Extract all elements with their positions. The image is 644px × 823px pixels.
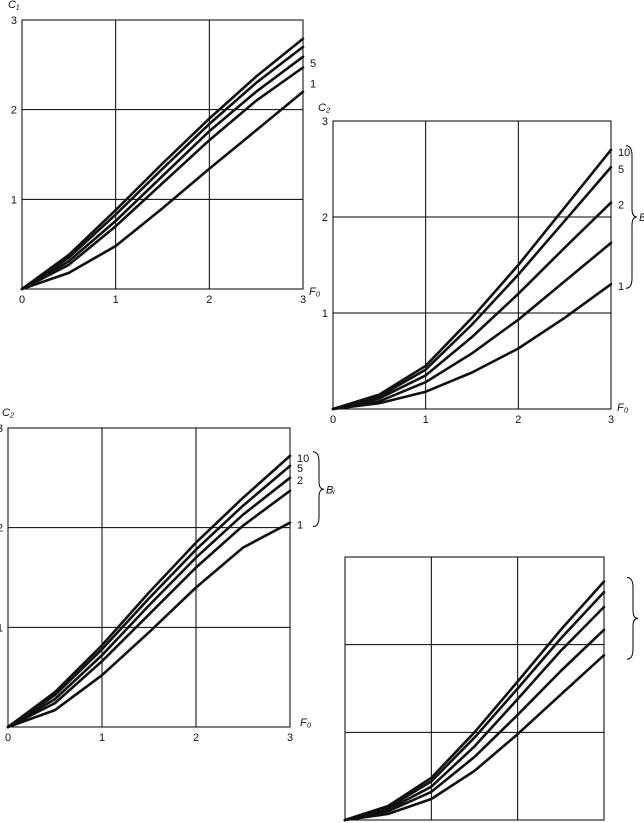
series-line-2 xyxy=(20,45,305,291)
curve-label: 5 xyxy=(310,58,316,70)
curve-label: 10 xyxy=(618,147,630,159)
curve-label: 2 xyxy=(618,200,624,212)
y-tick-label: 3 xyxy=(0,423,3,435)
y-tick-label: 2 xyxy=(322,212,328,224)
chart-panel-top-right: 0 1 2 3 1 2 3 C₂ F₀ 10 5 2 1 Bᵢ xyxy=(318,102,644,426)
plot-frame xyxy=(332,120,612,410)
series-line-1 xyxy=(6,454,292,729)
plot-frame xyxy=(21,19,304,290)
chart-panel-bottom-right xyxy=(343,556,639,822)
x-tick-label: 3 xyxy=(300,294,306,306)
x-tick-label: 1 xyxy=(423,414,429,426)
y-axis-label: C₂ xyxy=(318,102,331,114)
y-axis-label: C₂ xyxy=(2,407,15,419)
series-line-3 xyxy=(6,476,292,729)
x-axis-label: F₀ xyxy=(300,717,312,729)
x-tick-label: 2 xyxy=(206,294,212,306)
x-tick-label: 0 xyxy=(5,732,11,744)
series-line-5 xyxy=(6,521,292,729)
x-tick-label: 1 xyxy=(113,294,119,306)
curve-group-brace xyxy=(312,451,325,528)
series-line-1 xyxy=(331,148,613,411)
plot-frame xyxy=(344,556,605,821)
series-line-5 xyxy=(331,282,613,411)
brace-label: Bᵢ xyxy=(639,212,644,224)
x-tick-label: 3 xyxy=(608,414,614,426)
plot-frame xyxy=(7,427,291,728)
chart-panel-bottom-left: 0123123C₂F₀10521Bᵢ xyxy=(0,407,335,744)
curve-label: 5 xyxy=(297,463,303,475)
x-axis-label: F₀ xyxy=(617,402,629,414)
y-tick-label: 1 xyxy=(322,308,328,320)
curve-label: 1 xyxy=(618,281,624,293)
curve-label: 2 xyxy=(297,475,303,487)
brace-label: Bᵢ xyxy=(326,484,335,496)
y-tick-label: 3 xyxy=(322,116,328,128)
curve-group-brace xyxy=(626,577,639,660)
x-tick-label: 2 xyxy=(515,414,521,426)
series-line-4 xyxy=(343,628,606,822)
x-tick-label: 0 xyxy=(330,414,336,426)
series-line-5 xyxy=(20,90,305,291)
y-tick-label: 3 xyxy=(11,15,17,27)
curve-label: 1 xyxy=(310,79,316,91)
y-axis-label: C₁ xyxy=(8,0,20,11)
series-line-2 xyxy=(6,464,292,729)
series-line-1 xyxy=(20,37,305,291)
series-line-5 xyxy=(343,653,606,822)
series-line-4 xyxy=(331,241,613,411)
x-tick-label: 3 xyxy=(287,732,293,744)
series-line-2 xyxy=(343,590,606,822)
series-line-1 xyxy=(343,580,606,822)
series-line-4 xyxy=(20,66,305,291)
y-tick-label: 1 xyxy=(11,194,17,206)
y-tick-label: 1 xyxy=(0,622,3,634)
curve-group-brace xyxy=(625,145,638,289)
y-tick-label: 2 xyxy=(11,105,17,117)
chart-panel-top-left: 0 1 2 3 1 2 3 C₁ F₀ 5 1 xyxy=(8,0,321,306)
curve-label: 10 xyxy=(297,453,309,465)
curve-label: 1 xyxy=(297,520,303,532)
series-line-4 xyxy=(6,489,292,729)
curve-label: 5 xyxy=(618,164,624,176)
y-tick-label: 2 xyxy=(0,523,3,535)
x-tick-label: 0 xyxy=(19,294,25,306)
x-axis-label: F₀ xyxy=(309,286,321,298)
series-line-3 xyxy=(343,605,606,822)
x-tick-label: 1 xyxy=(99,732,105,744)
x-tick-label: 2 xyxy=(193,732,199,744)
series-line-3 xyxy=(331,201,613,411)
series-line-2 xyxy=(331,165,613,411)
series-line-3 xyxy=(20,55,305,291)
